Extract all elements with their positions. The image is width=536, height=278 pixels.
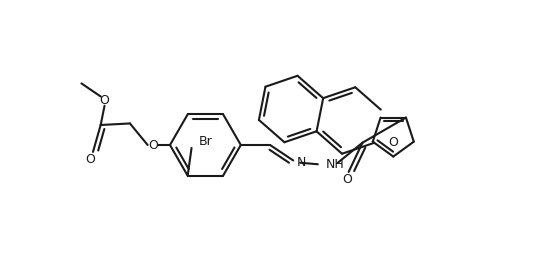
Text: N: N (297, 156, 307, 169)
Text: O: O (389, 136, 398, 149)
Text: NH: NH (325, 158, 344, 171)
Text: O: O (342, 173, 352, 186)
Text: O: O (148, 138, 158, 152)
Text: O: O (100, 94, 109, 107)
Text: Br: Br (199, 135, 213, 148)
Text: O: O (86, 153, 95, 166)
